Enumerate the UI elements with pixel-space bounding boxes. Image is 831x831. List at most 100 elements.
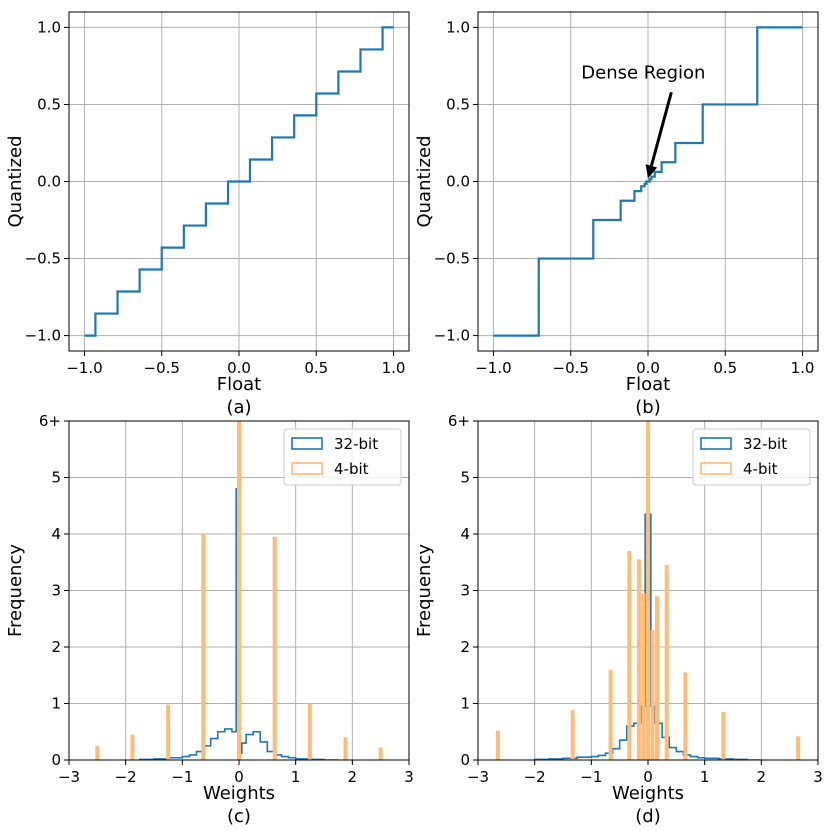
spike-bar-4bit (636, 559, 641, 760)
y-tick-label: 2 (460, 638, 470, 656)
legend: 32-bit 4-bit (692, 428, 811, 486)
x-tick-label: 1 (291, 768, 301, 786)
legend-label: 4-bit (334, 460, 369, 478)
legend-label: 32-bit (334, 435, 378, 453)
legend-box (283, 428, 402, 486)
panel-c: −3 −2 −1 0 1 2 3 0 1 2 3 4 5 6+ Weights(c) Frequency 32-… (5, 412, 414, 827)
y-axis-label: Quantized (5, 135, 26, 227)
quantizer-line (493, 26, 803, 337)
x-axis-label: Float (626, 374, 670, 395)
legend-swatch-32bit (291, 437, 323, 450)
y-tick-label: 0 (460, 751, 470, 769)
panel-caption: (a) (226, 397, 251, 418)
x-tick-label: 1.0 (791, 359, 815, 377)
spike-bar-4bit (641, 593, 646, 760)
spike-bar-4bit (721, 711, 726, 760)
spike-bar-4bit (646, 421, 650, 760)
y-tick-label: 5 (51, 469, 61, 487)
x-tick-label: 3 (813, 768, 823, 786)
data-layer (495, 421, 801, 760)
y-tick-label: 4 (51, 525, 61, 543)
y-tick-label: −1.0 (434, 327, 470, 345)
spike-bar-4bit (683, 672, 688, 760)
x-tick-label: 2 (757, 768, 767, 786)
data-layer (84, 26, 394, 337)
x-axis-label: Weights (203, 783, 275, 804)
x-tick-label: 0.5 (713, 359, 737, 377)
x-tick-label: −3 (58, 768, 80, 786)
spike-bar-4bit (796, 736, 801, 760)
panel-caption: (d) (635, 806, 660, 827)
annotation-arrow-shaft (649, 91, 673, 167)
annotation-arrow-head (645, 164, 658, 179)
y-axis-label: Frequency (414, 544, 435, 637)
spike-bar-4bit (237, 421, 241, 760)
spike-bar-4bit (570, 710, 575, 760)
y-tick-label: −1.0 (25, 327, 61, 345)
gridlines (69, 12, 409, 351)
y-tick-label: 1 (51, 695, 61, 713)
x-tick-label: 1.0 (382, 359, 406, 377)
x-tick-label: 2 (348, 768, 358, 786)
y-tick-label: 3 (460, 582, 470, 600)
y-tick-label: −0.5 (434, 250, 470, 268)
y-tick-label: 3 (51, 582, 61, 600)
x-tick-label: −1.0 (475, 359, 511, 377)
quantizer-line (84, 26, 394, 337)
x-axis-label: Weights (612, 783, 684, 804)
x-tick-label: −0.5 (553, 359, 589, 377)
spike-bar-4bit (343, 737, 348, 760)
annotation-dense-region: Dense Region (581, 62, 705, 83)
legend-box (692, 428, 811, 486)
spike-bar-4bit (608, 669, 613, 760)
y-axis-label: Quantized (414, 135, 435, 227)
x-tick-label: 3 (404, 768, 414, 786)
x-tick-label: 1 (700, 768, 710, 786)
y-tick-label: 0 (51, 751, 61, 769)
x-tick-label: −1 (580, 768, 602, 786)
x-tick-label: −0.5 (144, 359, 180, 377)
y-tick-label: 1.0 (37, 18, 61, 36)
legend-swatch-4bit (291, 462, 323, 475)
spike-bar-4bit (95, 745, 100, 760)
data-layer (493, 26, 803, 337)
panel-b: −1.0 −0.5 0.0 0.5 1.0 −1.0 −0.5 0.0 0.5 1.0 Float(… (414, 11, 819, 418)
spike-bar-4bit (655, 596, 660, 760)
y-tick-label: 0.0 (446, 173, 470, 191)
y-tick-label: 1.0 (446, 18, 470, 36)
spike-bar-4bit (664, 565, 669, 760)
y-tick-label: 6+ (448, 412, 470, 430)
x-tick-label: 0 (234, 768, 244, 786)
spike-bar-4bit (272, 536, 277, 760)
y-tick-label: 0.0 (37, 173, 61, 191)
x-axis-label: Float (217, 374, 261, 395)
legend-swatch-32bit (700, 437, 732, 450)
y-tick-label: 5 (460, 469, 470, 487)
spike-bar-4bit (650, 630, 655, 760)
y-tick-label: −0.5 (25, 250, 61, 268)
data-layer (95, 421, 383, 760)
panel-caption: (c) (227, 806, 251, 827)
spike-bar-4bit (378, 747, 383, 760)
y-tick-label: 2 (51, 638, 61, 656)
x-tick-label: 0.0 (227, 359, 251, 377)
y-tick-label: 1 (460, 695, 470, 713)
y-tick-label: 0.5 (37, 95, 61, 113)
x-tick-label: −2 (115, 768, 137, 786)
spike-bar-4bit (627, 550, 632, 760)
spike-bar-4bit (201, 534, 206, 760)
spike-bar-4bit (166, 704, 171, 760)
x-tick-label: 0 (643, 768, 653, 786)
panel-d: −3 −2 −1 0 1 2 3 0 1 2 3 4 5 6+ Weights(d) Frequency 32-… (414, 412, 823, 827)
legend-swatch-4bit (700, 462, 732, 475)
y-tick-label: 4 (460, 525, 470, 543)
x-tick-label: −1.0 (66, 359, 102, 377)
spike-bar-4bit (130, 734, 135, 760)
panel-a: −1.0 −0.5 0.0 0.5 1.0 −1.0 −0.5 0.0 0.5 1.0 Float(… (5, 11, 410, 418)
x-tick-label: −2 (524, 768, 546, 786)
x-tick-label: −1 (171, 768, 193, 786)
x-tick-label: 0.5 (304, 359, 328, 377)
y-axis-label: Frequency (5, 544, 26, 637)
y-tick-label: 0.5 (446, 95, 470, 113)
spike-bar-4bit (307, 703, 312, 760)
